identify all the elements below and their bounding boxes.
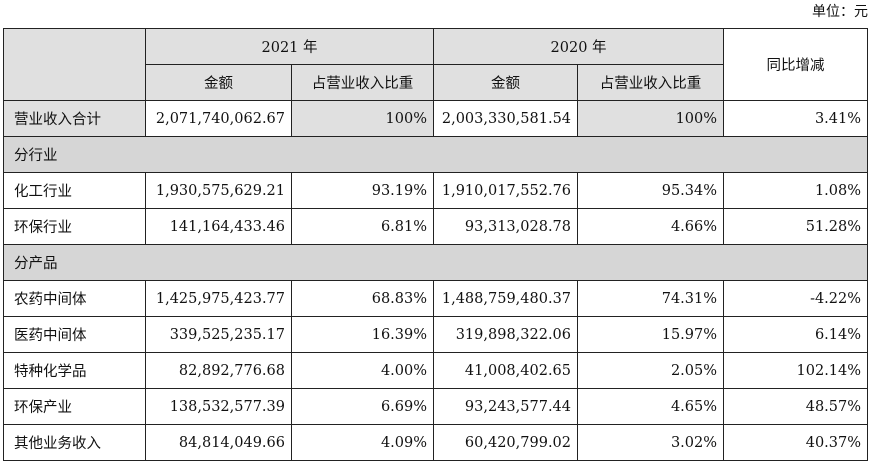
ratio-2021: 4.09% [290, 424, 435, 461]
row-label: 化工行业 [3, 172, 146, 209]
ratio-2020: 74.31% [577, 280, 725, 317]
yoy-change: 102.14% [723, 352, 869, 389]
row-label: 医药中间体 [3, 316, 146, 353]
amount-2021: 1,930,575,629.21 [145, 172, 292, 209]
yoy-change: 40.37% [723, 424, 869, 461]
header-row-years: 2021 年 2020 年 同比增减 [3, 28, 869, 101]
amount-2021: 1,425,975,423.77 [145, 280, 292, 317]
table-row: 医药中间体 339,525,235.17 16.39% 319,898,322.… [3, 316, 869, 353]
total-label: 营业收入合计 [3, 100, 146, 137]
section-row-industry: 分行业 [2, 136, 869, 173]
yoy-change: 51.28% [723, 208, 869, 245]
ratio-2020: 95.34% [577, 172, 725, 209]
table-row: 环保产业 138,532,577.39 6.69% 93,243,577.44 … [3, 388, 869, 425]
amount-2020: 41,008,402.65 [433, 352, 579, 389]
total-row: 营业收入合计 2,071,740,062.67 100% 2,003,330,5… [3, 100, 869, 137]
total-amount-2021: 2,071,740,062.67 [145, 100, 292, 137]
row-label: 环保产业 [3, 388, 146, 425]
header-2021: 2021 年 [144, 28, 435, 65]
total-ratio-2020: 100% [577, 100, 725, 137]
amount-2020: 60,420,799.02 [433, 424, 579, 461]
yoy-change: 1.08% [723, 172, 869, 209]
amount-2021: 82,892,776.68 [145, 352, 292, 389]
yoy-change: 48.57% [723, 388, 869, 425]
header-ratio-2021: 占营业收入比重 [290, 64, 435, 101]
table-row: 农药中间体 1,425,975,423.77 68.83% 1,488,759,… [3, 280, 869, 317]
amount-2021: 141,164,433.46 [145, 208, 292, 245]
table-row: 环保行业 141,164,433.46 6.81% 93,313,028.78 … [3, 208, 869, 245]
row-label: 环保行业 [3, 208, 146, 245]
row-label: 特种化学品 [3, 352, 146, 389]
total-amount-2020: 2,003,330,581.54 [433, 100, 579, 137]
amount-2021: 84,814,049.66 [145, 424, 292, 461]
ratio-2021: 6.81% [290, 208, 435, 245]
header-amount-2021: 金额 [145, 64, 292, 101]
row-label: 其他业务收入 [3, 424, 146, 461]
ratio-2020: 3.02% [577, 424, 725, 461]
table-row: 化工行业 1,930,575,629.21 93.19% 1,910,017,5… [3, 172, 869, 209]
amount-2020: 319,898,322.06 [433, 316, 579, 353]
ratio-2021: 6.69% [290, 388, 435, 425]
revenue-table: 2021 年 2020 年 同比增减 金额 占营业收入比重 金额 占营业收入比重… [2, 28, 869, 461]
section-row-product: 分产品 [2, 244, 869, 281]
yoy-change: 6.14% [723, 316, 869, 353]
table-row: 特种化学品 82,892,776.68 4.00% 41,008,402.65 … [3, 352, 869, 389]
section-industry-label: 分行业 [2, 136, 869, 173]
header-row-metrics: 金额 占营业收入比重 金额 占营业收入比重 [4, 64, 868, 101]
row-label: 农药中间体 [3, 280, 146, 317]
ratio-2020: 4.66% [577, 208, 725, 245]
ratio-2021: 16.39% [290, 316, 435, 353]
header-blank-cell [3, 28, 146, 101]
ratio-2020: 4.65% [577, 388, 725, 425]
header-ratio-2020: 占营业收入比重 [577, 64, 725, 101]
ratio-2021: 4.00% [290, 352, 435, 389]
header-amount-2020: 金额 [433, 64, 579, 101]
ratio-2020: 15.97% [577, 316, 725, 353]
section-product-label: 分产品 [2, 244, 869, 281]
total-yoy: 3.41% [723, 100, 869, 137]
total-ratio-2021: 100% [290, 100, 435, 137]
header-2020: 2020 年 [433, 28, 725, 65]
amount-2020: 93,243,577.44 [433, 388, 579, 425]
amount-2021: 339,525,235.17 [145, 316, 292, 353]
ratio-2021: 68.83% [290, 280, 435, 317]
unit-label: 单位：元 [812, 4, 868, 20]
ratio-2020: 2.05% [577, 352, 725, 389]
header-yoy: 同比增减 [723, 28, 869, 101]
yoy-change: -4.22% [723, 280, 869, 317]
ratio-2021: 93.19% [290, 172, 435, 209]
amount-2021: 138,532,577.39 [145, 388, 292, 425]
amount-2020: 1,910,017,552.76 [433, 172, 579, 209]
table-row: 其他业务收入 84,814,049.66 4.09% 60,420,799.02… [3, 424, 869, 461]
amount-2020: 93,313,028.78 [433, 208, 579, 245]
amount-2020: 1,488,759,480.37 [433, 280, 579, 317]
